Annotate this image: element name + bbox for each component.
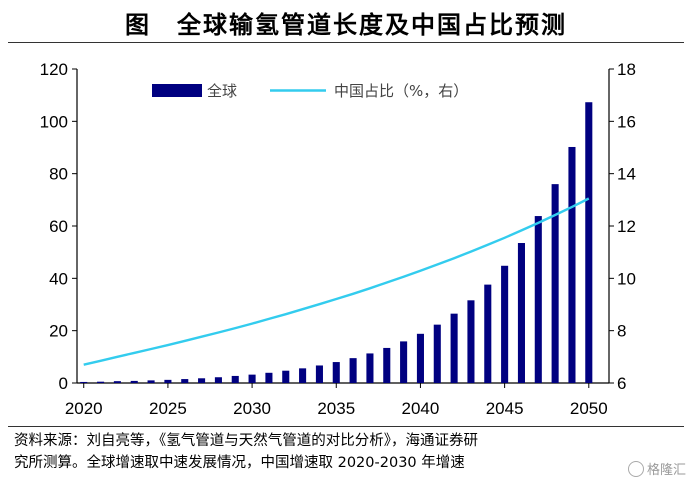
- line-china-share: [83, 197, 590, 366]
- x-tick-label: 2040: [402, 399, 440, 418]
- x-tick-label: 2035: [317, 399, 355, 418]
- bar-global: [501, 265, 509, 383]
- bar-global: [181, 379, 189, 383]
- bar-global: [80, 381, 88, 383]
- x-tick-label: 2045: [486, 399, 524, 418]
- x-tick-label: 2025: [149, 399, 187, 418]
- bar-global: [147, 380, 155, 383]
- left-tick-label: 60: [49, 217, 68, 236]
- bar-global: [400, 341, 408, 383]
- bar-global: [467, 300, 475, 383]
- bottom-divider: [8, 426, 684, 427]
- bar-global: [299, 368, 307, 383]
- bar-global: [130, 380, 138, 383]
- right-tick-label: 14: [617, 165, 636, 184]
- bar-global: [248, 374, 256, 383]
- right-tick-label: 6: [617, 374, 626, 393]
- right-tick-label: 18: [617, 60, 636, 79]
- right-tick-label: 12: [617, 217, 636, 236]
- x-tick-label: 2030: [233, 399, 271, 418]
- bar-global: [534, 216, 542, 383]
- source-note: 资料来源：刘自亮等，《氢气管道与天然气管道的对比分析》，海通证券研 究所测算。全…: [14, 430, 678, 474]
- source-line-1: 资料来源：刘自亮等，《氢气管道与天然气管道的对比分析》，海通证券研: [14, 433, 478, 449]
- watermark: 格隆汇: [627, 459, 686, 478]
- chart-title: 图 全球输氢管道长度及中国占比预测: [0, 4, 692, 40]
- gelonghui-logo-icon: [627, 460, 644, 477]
- bar-global: [433, 324, 441, 383]
- x-tick-label: 2050: [570, 399, 608, 418]
- bar-global: [332, 362, 340, 383]
- left-tick-label: 120: [40, 60, 68, 79]
- left-tick-label: 20: [49, 322, 68, 341]
- legend: 全球 中国占比（%，右）: [152, 82, 468, 100]
- bar-global: [214, 377, 222, 383]
- watermark-text: 格隆汇: [646, 463, 686, 478]
- bar-global: [231, 375, 239, 383]
- right-tick-label: 16: [617, 112, 636, 131]
- bar-global: [416, 333, 424, 383]
- bar-global: [450, 313, 458, 383]
- legend-swatch-global: [152, 84, 202, 97]
- right-tick-label: 10: [617, 269, 636, 288]
- figure-label: 图: [125, 10, 151, 39]
- bar-global: [366, 353, 374, 383]
- bar-global: [198, 378, 206, 383]
- x-tick-label: 2020: [65, 399, 103, 418]
- legend-label-china-share: 中国占比（%，右）: [334, 82, 468, 100]
- bar-global: [383, 347, 391, 383]
- bar-global: [315, 365, 323, 383]
- bar-global: [484, 284, 492, 383]
- bar-global: [585, 102, 593, 384]
- bar-global: [517, 243, 525, 383]
- left-tick-label: 40: [49, 269, 68, 288]
- bar-global: [265, 372, 273, 383]
- source-line-2: 究所测算。全球增速取中速发展情况，中国增速取 2020-2030 年增速: [14, 455, 465, 471]
- bar-global: [113, 381, 121, 383]
- right-tick-label: 8: [617, 322, 626, 341]
- left-tick-label: 0: [59, 374, 68, 393]
- bar-global: [551, 184, 559, 383]
- bar-global: [349, 358, 357, 383]
- bar-global: [282, 370, 290, 383]
- legend-label-global: 全球: [207, 82, 237, 100]
- top-divider: [8, 42, 684, 43]
- bar-global: [164, 379, 172, 383]
- left-tick-label: 80: [49, 165, 68, 184]
- bar-global: [97, 381, 105, 383]
- bar-global: [568, 146, 576, 383]
- figure-title: 全球输氢管道长度及中国占比预测: [177, 10, 567, 39]
- left-tick-label: 100: [40, 112, 68, 131]
